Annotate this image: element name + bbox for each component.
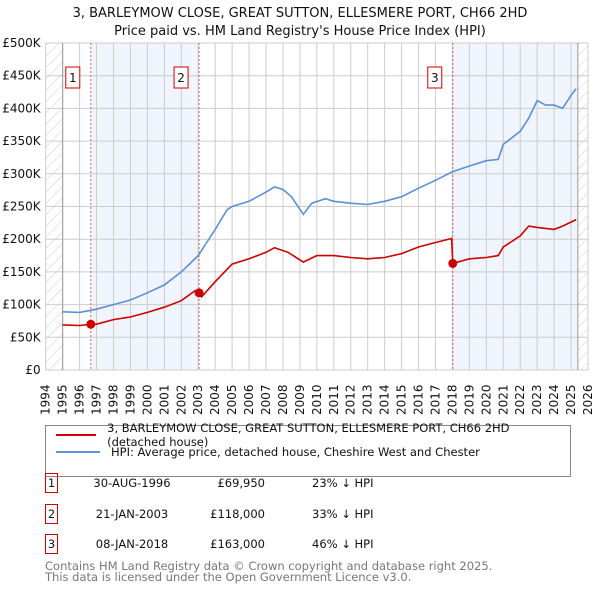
sale-date: 21-JAN-2003 — [95, 507, 169, 521]
y-tick-label: £0 — [25, 363, 40, 377]
sale-point — [194, 288, 204, 298]
legend: 3, BARLEYMOW CLOSE, GREAT SUTTON, ELLESM… — [45, 421, 571, 477]
sale-row: 3 08-JAN-2018 £163,000 46% ↓ HPI — [45, 534, 445, 556]
footer-licence: This data is licensed under the Open Gov… — [45, 570, 412, 584]
x-tick-label: 1998 — [106, 384, 120, 415]
legend-item-property: 3, BARLEYMOW CLOSE, GREAT SUTTON, ELLESM… — [56, 421, 570, 449]
sale-label: 1 — [69, 71, 77, 85]
y-tick-label: £400K — [2, 101, 42, 115]
x-tick-label: 2014 — [378, 384, 392, 415]
property-price-line — [62, 218, 577, 327]
sale-badge: 1 — [45, 473, 58, 493]
x-tick-label: 2023 — [530, 384, 544, 415]
x-tick-label: 2022 — [513, 384, 527, 415]
sale-hpi-diff: 33% ↓ HPI — [312, 507, 374, 521]
y-tick-label: £150K — [2, 265, 42, 279]
x-tick-label: 2000 — [140, 384, 154, 415]
x-tick-label: 2025 — [564, 384, 578, 415]
legend-red-line — [56, 434, 97, 436]
x-tick-label: 2002 — [174, 384, 188, 415]
x-tick-label: 2006 — [242, 384, 256, 415]
x-tick-label: 2010 — [310, 384, 324, 415]
sale-label-box — [427, 66, 443, 89]
x-tick-label: 2005 — [225, 384, 239, 415]
x-tick-label: 1995 — [56, 384, 70, 415]
sale-label-box — [65, 66, 81, 89]
x-tick-label: 2021 — [496, 384, 510, 415]
legend-property-label: 3, BARLEYMOW CLOSE, GREAT SUTTON, ELLESM… — [107, 421, 510, 449]
x-tick-label: 2024 — [547, 384, 561, 415]
footer-copyright: Contains HM Land Registry data © Crown c… — [45, 559, 493, 573]
sale-price: £118,000 — [210, 507, 265, 521]
y-tick-label: £50K — [10, 330, 42, 344]
sale-row: 1 30-AUG-1996 £69,950 23% ↓ HPI — [45, 473, 445, 495]
x-tick-label: 2015 — [395, 384, 409, 415]
price-chart: 3, BARLEYMOW CLOSE, GREAT SUTTON, ELLESM… — [2, 6, 595, 415]
chart-subtitle: Price paid vs. HM Land Registry's House … — [114, 24, 486, 39]
sale-hpi-diff: 23% ↓ HPI — [312, 476, 374, 490]
x-tick-label: 1996 — [73, 384, 87, 415]
sale-label: 2 — [177, 71, 185, 85]
x-tick-label: 2013 — [361, 384, 375, 415]
x-tick-label: 1997 — [90, 384, 104, 415]
x-tick-label: 2017 — [428, 384, 442, 415]
x-tick-label: 2012 — [344, 384, 358, 415]
x-tick-label: 2004 — [208, 384, 222, 415]
legend-item-hpi: HPI: Average price, detached house, Ches… — [56, 444, 480, 460]
x-tick-label: 2007 — [259, 384, 273, 415]
x-tick-label: 2020 — [479, 384, 493, 415]
x-tick-label: 1999 — [123, 384, 137, 415]
sale-badge: 3 — [45, 534, 58, 554]
sale-badge: 2 — [45, 504, 58, 524]
x-tick-label: 2001 — [157, 384, 171, 415]
x-tick-label: 2011 — [327, 384, 341, 415]
y-tick-label: £200K — [2, 232, 42, 246]
sale-date: 30-AUG-1996 — [93, 476, 171, 490]
sale-point — [86, 319, 96, 329]
x-tick-label: 2008 — [276, 384, 290, 415]
sale-price: £163,000 — [210, 537, 265, 551]
x-tick-label: 2026 — [581, 384, 595, 415]
y-tick-label: £450K — [2, 69, 42, 83]
y-tick-label: £100K — [2, 298, 42, 312]
sale-hpi-diff: 46% ↓ HPI — [312, 537, 374, 551]
x-tick-label: 2016 — [412, 384, 426, 415]
sale-label: 3 — [431, 71, 439, 85]
y-tick-label: £500K — [2, 36, 42, 50]
legend-hpi-label: HPI: Average price, detached house, Ches… — [111, 445, 480, 459]
chart-title: 3, BARLEYMOW CLOSE, GREAT SUTTON, ELLESM… — [73, 6, 528, 21]
sale-row: 2 21-JAN-2003 £118,000 33% ↓ HPI — [45, 504, 445, 526]
sale-point — [448, 258, 458, 268]
sale-price: £69,950 — [217, 476, 265, 490]
x-tick-label: 1994 — [39, 384, 53, 415]
hpi-line — [62, 88, 577, 314]
legend-blue-line — [56, 451, 100, 453]
y-tick-label: £350K — [2, 134, 42, 148]
x-tick-label: 2003 — [191, 384, 205, 415]
x-tick-label: 2019 — [462, 384, 476, 415]
x-tick-label: 2018 — [445, 384, 459, 415]
sale-label-box — [173, 66, 189, 89]
sale-date: 08-JAN-2018 — [95, 537, 169, 551]
x-tick-label: 2009 — [293, 384, 307, 415]
y-tick-label: £250K — [2, 200, 42, 214]
y-tick-label: £300K — [2, 167, 42, 181]
